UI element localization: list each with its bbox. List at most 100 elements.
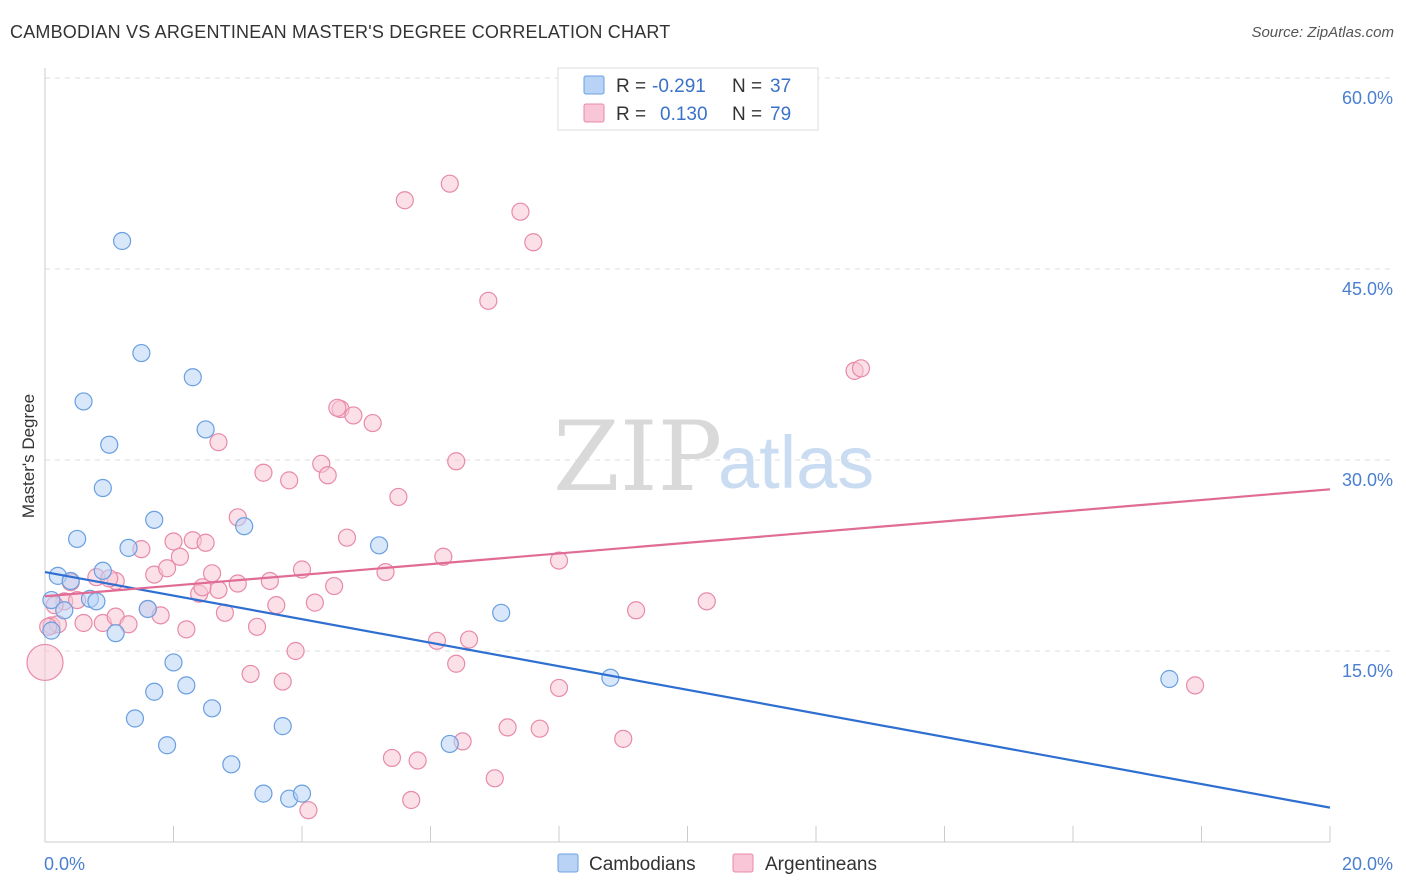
argentinean-point [344,406,363,425]
legend-n-value: 79 [770,104,791,125]
argentinean-point [267,596,286,615]
cambodian-point [196,420,215,439]
legend-r-value: -0.291 [652,76,706,97]
argentinean-point [447,452,466,471]
argentinean-point [170,547,190,566]
argentinean-points [26,174,1205,820]
argentinean-point [549,551,569,570]
bottom-legend: Cambodians Argentineans [557,853,877,875]
argentinean-point [299,801,318,820]
argentinean-point [389,487,408,507]
legend-r-label: R = [616,104,646,125]
argentinean-point [1185,676,1205,695]
argentinean-point [328,398,347,417]
legend-box: R = -0.291 N = 37 R = 0.130 N = 79 [557,67,819,131]
argentinean-point [524,233,543,252]
argentinean-point [260,571,279,591]
legend-swatch-argentineans [583,103,605,123]
cambodian-point [93,478,112,498]
x-tick-label-min: 0.0% [44,854,85,874]
argentinean-point [530,719,549,738]
cambodian-point [183,368,202,387]
cambodian-point [177,676,196,695]
watermark-atlas: atlas [718,421,874,504]
y-tick-label: 60.0% [1342,88,1393,108]
argentinean-point [254,463,273,482]
argentinean-point [209,580,228,599]
cambodian-point [222,755,241,774]
chart-title: CAMBODIAN VS ARGENTINEAN MASTER'S DEGREE… [10,22,671,42]
cambodian-point [1160,669,1179,689]
argentinean-point [511,202,530,221]
cambodian-point [68,529,87,549]
cambodian-point [202,699,222,718]
argentinean-point [408,751,427,770]
cambodian-point [235,517,254,536]
argentinean-point [74,613,93,633]
argentinean-point [485,769,504,788]
argentinean-point [26,643,64,682]
argentinean-point [395,191,414,210]
legend-n-label: N = [732,104,762,125]
argentinean-point [325,576,344,596]
argentinean-point [447,654,466,673]
cambodian-point [132,343,151,363]
watermark: ZIP atlas [553,401,874,513]
argentinean-point [382,748,402,768]
argentinean-point [614,729,633,748]
bottom-legend-swatch-cambodians [557,853,579,873]
argentinean-trend-line [44,488,1331,598]
argentinean-point [440,174,459,193]
legend-r-value: 0.130 [660,104,708,125]
legend-r-label: R = [616,76,646,97]
y-axis-label: Master's Degree [19,394,38,518]
argentinean-point [427,631,447,650]
bottom-legend-label-argentineans: Argentineans [765,854,877,875]
argentinean-point [209,433,228,452]
cambodian-point [112,231,132,251]
argentinean-point [851,359,871,378]
cambodian-point [74,392,93,411]
x-tick-marks [44,826,1331,842]
argentinean-point [318,466,337,485]
cambodian-points [42,231,1179,808]
cambodian-point [100,435,119,454]
argentinean-point [228,574,247,593]
cambodian-point [125,709,145,728]
cambodian-point [157,736,177,755]
cambodian-trend-line [44,570,1331,809]
argentinean-point [305,593,324,612]
cambodian-point [93,561,112,580]
argentinean-point [177,620,196,639]
argentinean-point [459,630,479,649]
argentinean-point [626,601,646,620]
cambodian-point [292,784,312,803]
argentinean-point [164,532,183,551]
legend-n-value: 37 [770,76,791,97]
cambodian-point [42,621,61,640]
argentinean-point [697,592,716,611]
argentinean-point [363,413,382,433]
argentinean-point [196,533,215,552]
y-tick-label: 30.0% [1342,470,1393,490]
argentinean-point [193,578,212,597]
argentinean-point [247,617,267,636]
cambodian-point [440,734,459,754]
cambodian-point [145,682,164,701]
bottom-legend-swatch-argentineans [732,853,754,873]
argentinean-point [376,562,395,582]
argentinean-point [402,790,421,810]
argentinean-point [549,678,569,698]
argentinean-point [273,672,292,691]
cambodian-point [492,603,511,622]
cambodian-point [254,784,273,803]
argentinean-point [119,615,138,634]
argentinean-point [157,559,177,578]
cambodian-point [138,599,157,619]
y-tick-label: 45.0% [1342,279,1393,299]
y-tick-labels: 15.0% 30.0% 45.0% 60.0% [1342,88,1393,681]
watermark-zip: ZIP [553,401,722,513]
cambodian-point [164,653,183,672]
argentinean-point [280,471,299,490]
